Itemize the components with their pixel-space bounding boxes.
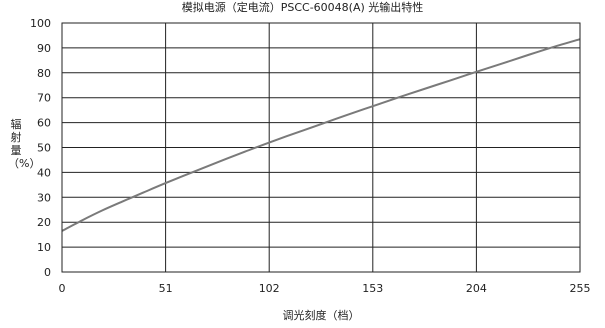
x-tick-label: 153 bbox=[362, 282, 383, 295]
y-tick-label: 90 bbox=[37, 42, 51, 55]
y-tick-label: 70 bbox=[37, 92, 51, 105]
series-line bbox=[61, 38, 581, 232]
y-tick-label: 80 bbox=[37, 67, 51, 80]
y-tick-labels: 0 10 20 30 40 50 60 70 80 90 100 bbox=[30, 17, 51, 279]
y-tick-label: 10 bbox=[37, 241, 51, 254]
x-tick-label: 204 bbox=[466, 282, 487, 295]
grid-lines bbox=[61, 22, 581, 273]
y-tick-label: 100 bbox=[30, 17, 51, 30]
y-tick-label: 40 bbox=[37, 166, 51, 179]
y-tick-label: 50 bbox=[37, 142, 51, 155]
y-tick-label: 0 bbox=[44, 266, 51, 279]
x-tick-label: 0 bbox=[59, 282, 66, 295]
chart-title: 模拟电源（定电流）PSCC-60048(A) 光输出特性 bbox=[181, 1, 424, 14]
x-tick-label: 51 bbox=[159, 282, 173, 295]
x-axis-label: 调光刻度（档） bbox=[282, 309, 360, 322]
plot-frame bbox=[61, 22, 581, 273]
x-tick-label: 255 bbox=[570, 282, 591, 295]
y-tick-label: 20 bbox=[37, 216, 51, 229]
series-layer bbox=[61, 38, 581, 232]
y-tick-label: 30 bbox=[37, 191, 51, 204]
x-tick-labels: 0 51 102 153 204 255 bbox=[59, 282, 591, 295]
x-tick-label: 102 bbox=[259, 282, 280, 295]
y-tick-label: 60 bbox=[37, 117, 51, 130]
